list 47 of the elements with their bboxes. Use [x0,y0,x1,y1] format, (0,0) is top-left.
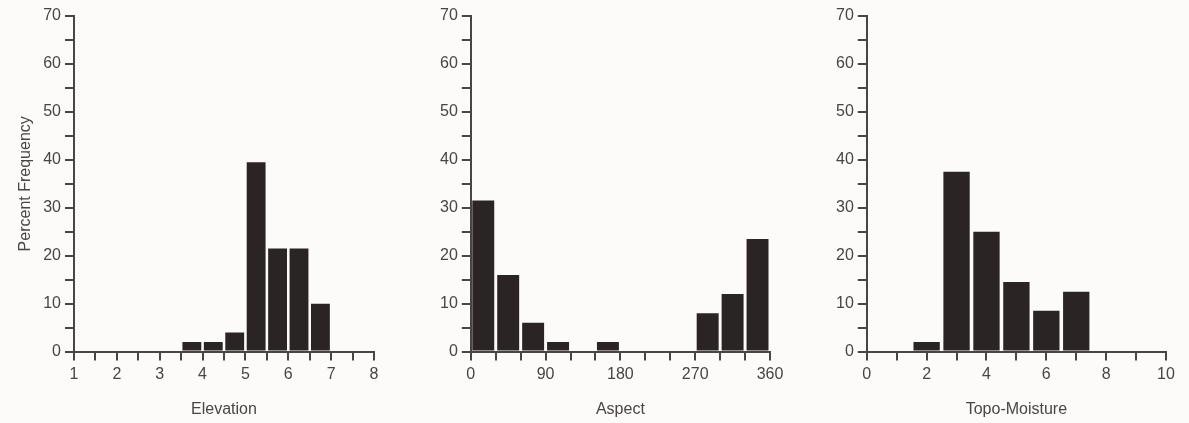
y-tick-label: 70 [836,6,854,24]
y-tick-label: 30 [43,198,62,216]
y-tick-label: 20 [43,246,62,264]
x-tick-label: 8 [369,364,379,382]
y-tick-label: 0 [52,342,62,360]
x-tick-label: 0 [862,364,872,382]
y-tick-label: 10 [43,294,62,312]
y-tick-label: 50 [440,102,458,120]
y-tick-label: 20 [836,246,854,264]
y-tick-label: 60 [43,54,62,72]
y-tick-label: 50 [836,102,854,120]
y-tick-label: 70 [440,6,458,24]
x-tick-label: 360 [756,364,784,382]
x-tick-label: 0 [466,364,476,382]
x-tick-label: 3 [155,364,165,382]
y-tick-label: 60 [836,54,854,72]
x-tick-label: 2 [112,364,122,382]
y-tick-label: 30 [440,198,458,216]
y-axis-title: Percent Frequency [16,116,34,252]
x-tick-label: 8 [1101,364,1111,382]
y-tick-label: 30 [836,198,854,216]
y-tick-label: 40 [440,150,458,168]
y-tick-label: 40 [836,150,854,168]
x-tick-label: 6 [1041,364,1051,382]
y-tick-label: 50 [43,102,62,120]
y-tick-label: 20 [440,246,458,264]
y-tick-label: 0 [448,342,458,360]
x-tick-label: 7 [326,364,336,382]
y-tick-label: 10 [836,294,854,312]
x-tick-label: 4 [198,364,208,382]
x-tick-label: 10 [1157,364,1175,382]
x-tick-label: 1 [69,364,79,382]
x-tick-label: 4 [982,364,992,382]
x-axis-title: Aspect [595,399,646,417]
y-tick-label: 40 [43,150,62,168]
y-tick-label: 0 [844,342,854,360]
x-tick-label: 2 [922,364,932,382]
x-tick-label: 270 [681,364,709,382]
x-axis-title: Topo-Moisture [965,399,1068,417]
y-tick-label: 70 [43,6,62,24]
x-tick-label: 6 [283,364,293,382]
x-tick-label: 90 [536,364,555,382]
x-axis-title: Elevation [191,399,257,417]
x-tick-label: 180 [607,364,634,382]
y-tick-label: 60 [440,54,458,72]
y-tick-label: 10 [440,294,458,312]
x-tick-label: 5 [240,364,250,382]
